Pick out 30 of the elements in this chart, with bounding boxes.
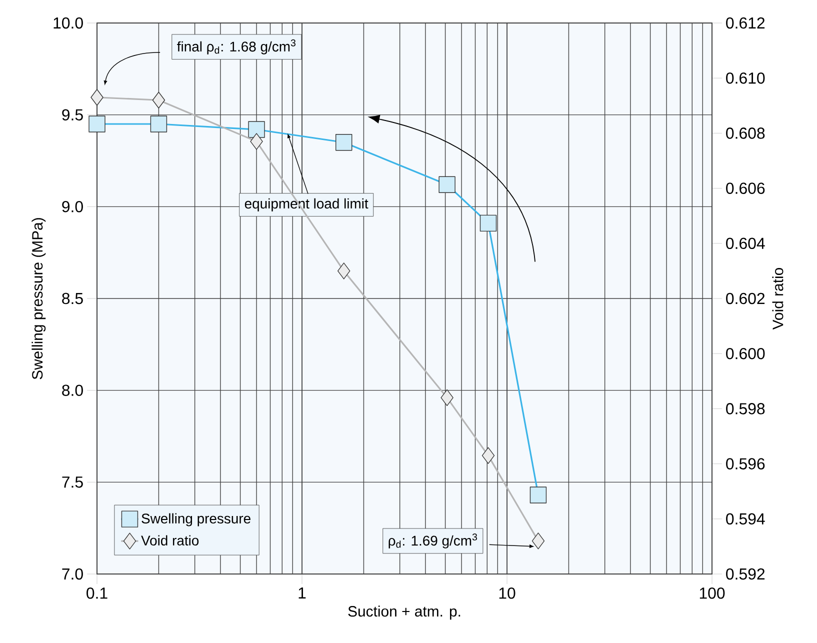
y2-tick-label: 0.608 [726,128,765,139]
annotation: final ρ$_{d}$: 1.68 g/cm$^{3}$ [177,39,296,54]
y-tick-label: 10.0 [54,17,83,29]
x-tick-label: 10 [499,588,516,599]
y-tick-label: 7.5 [62,476,83,488]
x-tick-label: 0.1 [86,588,108,599]
y-tick-label: 8.0 [62,384,83,396]
y2-tick-label: 0.596 [726,458,765,470]
legend-label: Void ratio [141,535,199,546]
y2-tick-label: 0.594 [726,513,765,525]
y2-tick-label: 0.592 [726,568,765,580]
y2-tick-label: 0.598 [726,403,765,414]
y-axis-title: Swelling pressure (MPa) [32,218,46,380]
y-tick-label: 8.5 [62,292,83,304]
y2-tick-label: 0.602 [726,292,765,304]
y2-tick-label: 0.600 [726,348,765,360]
y2-tick-label: 0.606 [726,182,765,194]
y2-tick-label: 0.612 [726,17,765,29]
y-tick-label: 9.5 [62,109,83,120]
y2-axis-title: Void ratio [772,268,784,330]
legend-label: Swelling pressure [142,513,250,526]
x-tick-label: 100 [700,588,725,599]
annotation: equipment load limit [244,198,368,212]
y2-tick-label: 0.604 [726,238,765,250]
y2-tick-label: 0.610 [726,72,765,84]
annotation: ρ$_{d}$: 1.69 g/cm$^{3}$ [388,533,477,548]
y-tick-label: 9.0 [62,201,83,212]
y-tick-label: 7.0 [62,568,83,580]
x-axis-title: Suction + atm. p. [348,606,460,620]
x-tick-label: 1 [298,588,306,598]
